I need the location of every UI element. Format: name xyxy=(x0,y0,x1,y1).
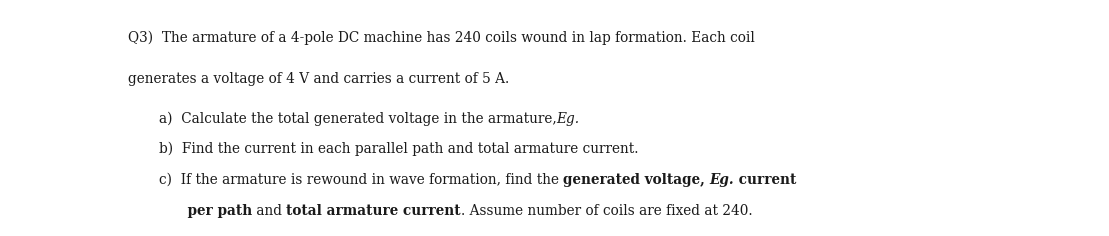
Text: Q3)  The armature of a 4-pole DC machine has 240 coils wound in lap formation. E: Q3) The armature of a 4-pole DC machine … xyxy=(128,31,754,46)
Text: a)  Calculate the total generated voltage in the armature,: a) Calculate the total generated voltage… xyxy=(159,111,557,126)
Text: Eg.: Eg. xyxy=(710,173,734,187)
Text: . Assume number of coils are fixed at 240.: . Assume number of coils are fixed at 24… xyxy=(461,204,753,218)
Text: Eg.: Eg. xyxy=(557,112,580,126)
Text: c)  If the armature is rewound in wave formation, find the: c) If the armature is rewound in wave fo… xyxy=(159,173,563,187)
Text: b)  Find the current in each parallel path and total armature current.: b) Find the current in each parallel pat… xyxy=(159,142,638,156)
Text: generates a voltage of 4 V and carries a current of 5 A.: generates a voltage of 4 V and carries a… xyxy=(128,72,509,86)
Text: current: current xyxy=(734,173,796,187)
Text: generated voltage,: generated voltage, xyxy=(563,173,710,187)
Text: and: and xyxy=(252,204,286,218)
Text: total armature current: total armature current xyxy=(286,204,461,218)
Text: per path: per path xyxy=(159,204,252,218)
